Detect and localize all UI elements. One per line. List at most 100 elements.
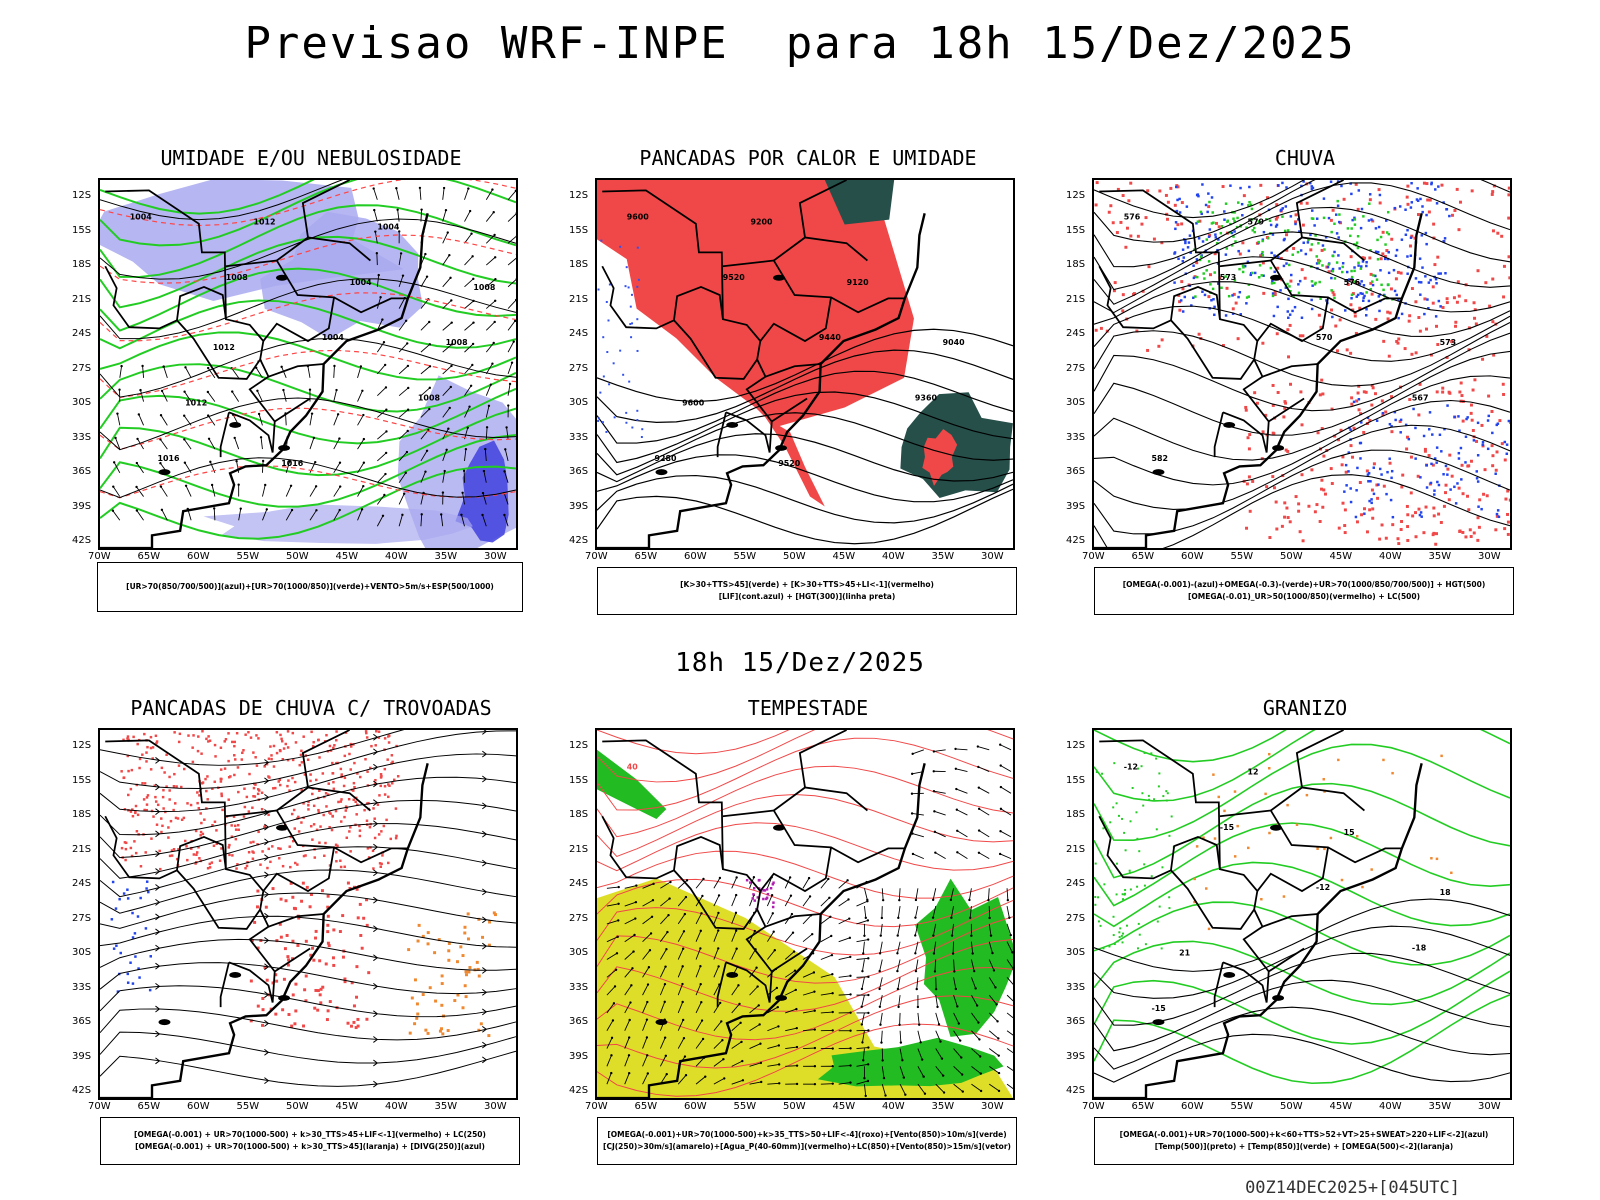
lat-tick-label: 15S [1066,224,1086,236]
lat-tick-label: 12S [1066,190,1086,201]
lat-tick-label: 33S [72,431,92,443]
contour-label: 1012 [213,343,235,352]
map[interactable] [98,728,518,1100]
lat-tick-label: 33S [1066,431,1086,443]
lat-tick-label: 27S [72,912,92,924]
contour-label: 1016 [157,454,180,463]
lat-tick-label: 21S [72,293,92,305]
contour-label: 1012 [254,218,276,227]
contour-label: 1016 [281,459,304,468]
contour-label: 576 [1344,278,1361,287]
lon-tick-label: 35W [931,551,955,562]
lat-tick-label: 33S [1066,981,1086,993]
contour-label: 1004 [350,278,373,287]
lon-tick-label: 50W [286,1101,309,1112]
contour-label: -15 [1151,1004,1165,1013]
panel-pancadas-calor: PANCADAS POR CALOR E UMIDADE 9600 9520 944… [569,146,1021,616]
legend-line: [OMEGA(-0.001)-(azul)+OMEGA(-0.3)-(verde… [1122,580,1486,589]
lon-tick-label: 70W [1082,1101,1105,1112]
contour-label: 576 [1124,213,1141,222]
lat-tick-label: 36S [569,466,589,477]
lon-tick-label: 30W [981,1101,1004,1112]
legend-line: [K>30+TTS>45](verde) + [K>30+TTS>45+LI<-… [680,580,934,589]
lat-tick-label: 24S [569,328,589,339]
lat-tick-label: 42S [569,535,589,546]
legend-line: [OMEGA(-0.001)+UR>70(1000-500)+k>35_TTS>… [607,1130,1007,1139]
map[interactable]: 9600 9520 9440 9360 9280 9200 9120 9040 9600 9520 [595,178,1015,550]
panel-title: GRANIZO [1262,696,1348,720]
lon-tick-label: 70W [1082,551,1105,562]
lon-tick-label: 50W [1280,1101,1303,1112]
panel-title: PANCADAS POR CALOR E UMIDADE [639,146,977,170]
lat-tick-label: 27S [72,362,92,374]
lon-tick-label: 35W [434,1101,458,1112]
contour-label: 15 [1344,828,1355,837]
lon-tick-label: 50W [783,551,806,562]
lat-tick-label: 21S [72,843,92,855]
lat-tick-label: 18S [1066,809,1086,820]
panel-title: TEMPESTADE [747,696,869,720]
contour-label: 12 [1248,768,1259,777]
lat-tick-label: 15S [1066,774,1086,786]
lat-tick-label: 39S [1066,500,1086,512]
contour-label: 9600 [627,213,650,222]
legend-line: [OMEGA(-0.001)+UR>70(1000-500)+k<60+TTS>… [1119,1130,1489,1139]
map[interactable]: 576 573 570 567 582 579 576 573 [1092,178,1512,550]
contour-label: 9280 [654,454,677,463]
contour-label: 9040 [943,338,966,347]
lat-tick-label: 30S [569,947,589,958]
map[interactable]: 40 [595,728,1015,1100]
contour-label: 1004 [377,222,400,231]
lat-tick-label: 42S [72,1085,92,1096]
lat-tick-label: 33S [569,431,589,443]
contour-label: 1012 [185,399,207,408]
lon-tick-label: 65W [1131,1101,1155,1112]
contour-label: 573 [1220,273,1237,282]
main-title: Previsao WRF-INPE para 18h 15/Dez/2025 [244,18,1356,69]
lon-tick-label: 30W [1478,551,1501,562]
lat-tick-label: 36S [1066,1016,1086,1027]
legend-box: [K>30+TTS>45](verde) + [K>30+TTS>45+LI<-… [597,567,1017,615]
lon-tick-label: 70W [88,1101,111,1112]
lat-tick-label: 24S [72,328,92,339]
contour-label: 21 [1179,949,1190,958]
lat-tick-label: 18S [72,809,92,820]
lon-tick-label: 40W [385,551,408,562]
lat-tick-label: 39S [72,500,92,512]
lat-tick-label: 12S [72,740,92,751]
lon-tick-label: 55W [1230,1101,1254,1112]
lon-tick-label: 50W [1280,551,1303,562]
contour-label: 1004 [130,213,153,222]
lat-tick-label: 24S [72,878,92,889]
panel-granizo: GRANIZO -12 -15 -12 -18 -15 12 15 18 21 [OMEGA(-… [1066,696,1518,1166]
lat-tick-label: 42S [1066,1085,1086,1096]
lat-tick-label: 24S [1066,878,1086,889]
lat-tick-label: 42S [72,535,92,546]
legend-line: [Temp(500)](preto) + [Temp(850)](verde) … [1154,1142,1454,1151]
contour-label: -12 [1124,763,1138,772]
legend-line: [UR>70(850/700/500)](azul)+[UR>70(1000/8… [126,582,494,591]
lon-tick-label: 40W [1379,551,1402,562]
lat-tick-label: 18S [569,809,589,820]
lat-tick-label: 30S [1066,397,1086,408]
panel-tempestade: TEMPESTADE 40 [OMEGA(-0.001)+UR>70(1000-… [569,696,1021,1166]
lat-tick-label: 15S [569,224,589,236]
lat-tick-label: 15S [72,224,92,236]
lon-tick-label: 35W [931,1101,955,1112]
lon-tick-label: 60W [187,1101,210,1112]
lat-tick-label: 36S [72,1016,92,1027]
lat-tick-label: 30S [72,947,92,958]
lon-tick-label: 55W [236,551,260,562]
lat-tick-label: 21S [569,843,589,855]
lon-tick-label: 60W [187,551,210,562]
map[interactable]: -12 -15 -12 -18 -15 12 15 18 21 [1092,728,1512,1100]
panel-title: UMIDADE E/OU NEBULOSIDADE [160,146,462,170]
legend-box: [OMEGA(-0.001)+UR>70(1000-500)+k<60+TTS>… [1094,1117,1514,1165]
contour-label: 1008 [226,273,249,282]
map[interactable]: 1004 1008 1004 1008 1016 1012 1004 1008 1012 1016… [98,178,518,550]
lon-tick-label: 65W [137,551,161,562]
lon-tick-label: 50W [286,551,309,562]
forecast-time-title: 18h 15/Dez/2025 [675,648,925,678]
lat-tick-label: 15S [569,774,589,786]
lon-tick-label: 60W [684,551,707,562]
